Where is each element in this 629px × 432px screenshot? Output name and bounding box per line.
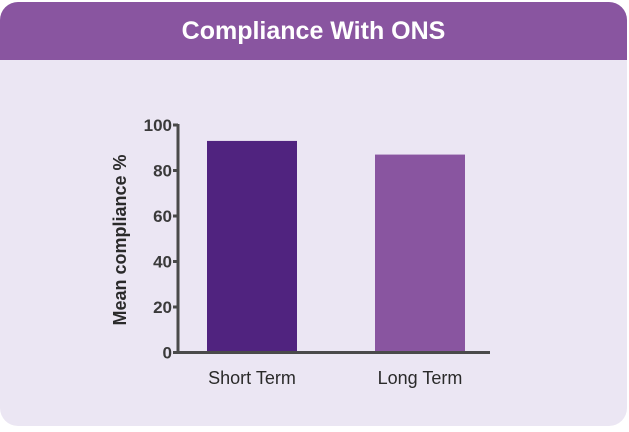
- y-tick-label: 60: [153, 207, 172, 226]
- y-tick-label: 80: [153, 162, 172, 181]
- x-tick-label: Short Term: [208, 368, 296, 388]
- chart-header: Compliance With ONS: [0, 2, 627, 60]
- y-tick-label: 20: [153, 298, 172, 317]
- y-tick-label: 40: [153, 253, 172, 272]
- chart-title: Compliance With ONS: [181, 16, 446, 45]
- bar-short-term: [207, 140, 297, 353]
- x-tick-label: Long Term: [378, 368, 463, 388]
- y-tick-label: 100: [144, 116, 172, 135]
- y-axis-label: Mean compliance %: [110, 154, 130, 325]
- y-tick-label: 0: [163, 344, 172, 363]
- chart-card: Compliance With ONS: [0, 2, 627, 426]
- bar-long-term: [375, 154, 465, 353]
